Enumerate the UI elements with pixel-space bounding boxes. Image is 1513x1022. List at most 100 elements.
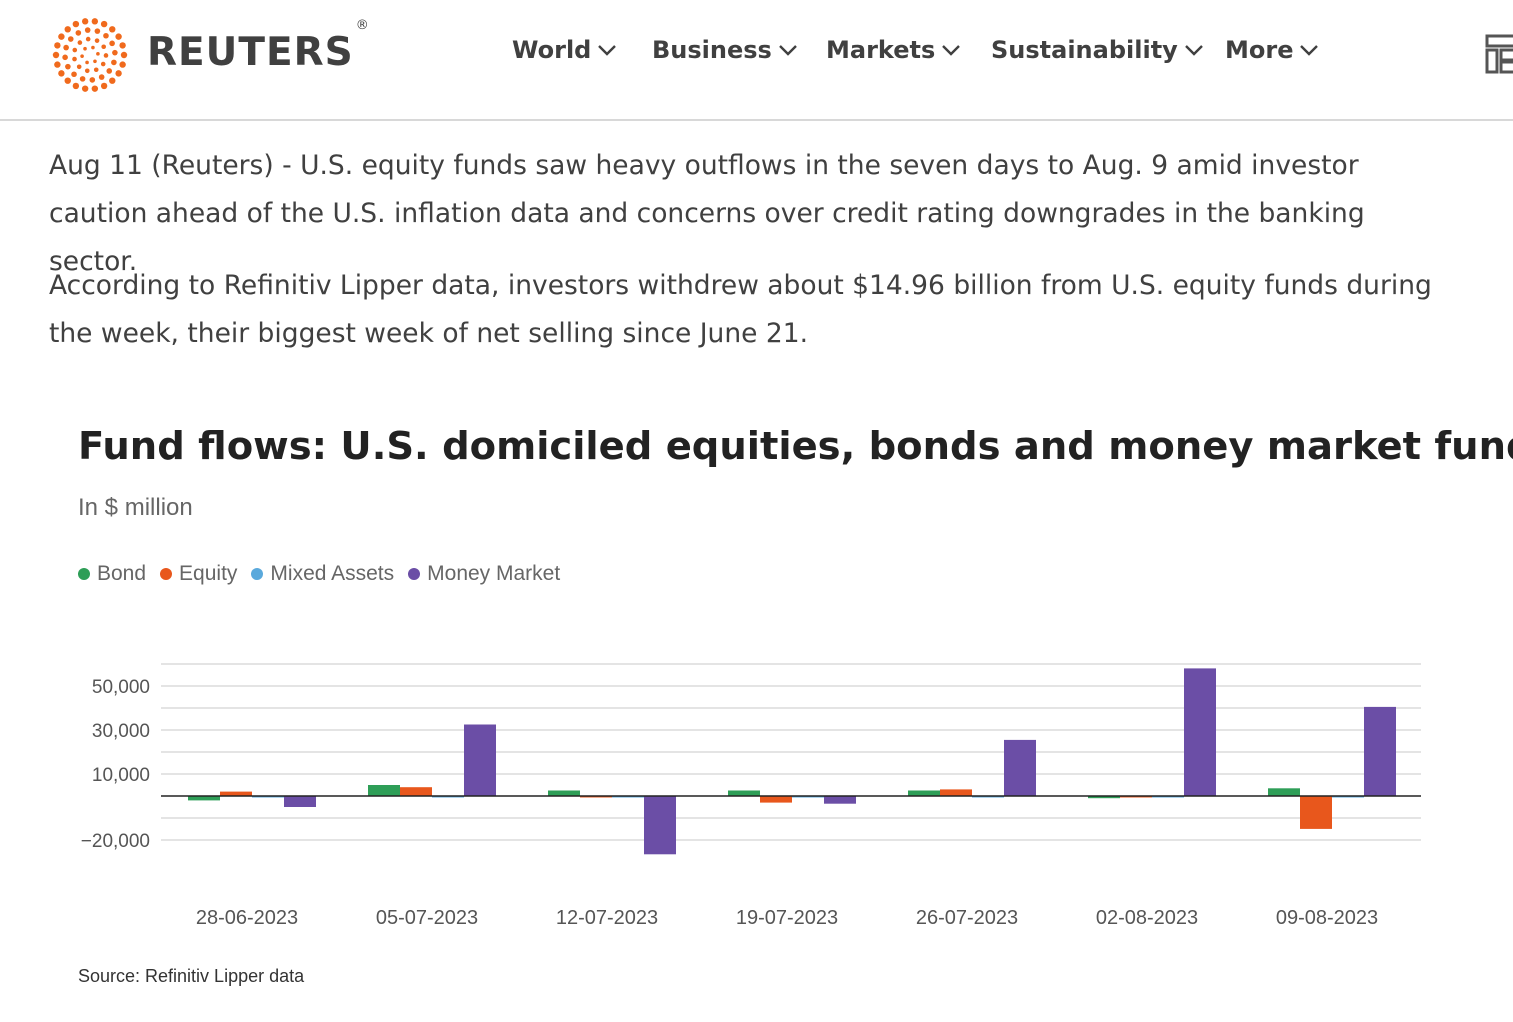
chart-title: Fund flows: U.S. domiciled equities, bon… [78,424,1513,469]
logo-dot [96,52,100,56]
x-tick-label: 02-08-2023 [1096,907,1198,929]
registered-mark: ® [355,18,370,33]
bar-equity [1300,796,1332,829]
bar-money-market [1004,739,1036,796]
logo-dot [62,54,68,61]
logo-dot [72,82,80,90]
logo-dot [91,85,99,92]
nav-markets[interactable]: Markets [826,36,961,64]
y-tick-label: 50,000 [92,677,150,698]
bar-equity [220,791,252,796]
logo-dot [71,71,77,78]
logo-dot [120,51,128,59]
logo-dot [81,18,89,25]
layout-grid-icon[interactable] [1485,34,1513,76]
logo-dot [72,47,78,53]
brand-wordmark[interactable]: REUTERS® [147,18,370,75]
logo-dot [91,18,99,25]
logo-dot [80,54,84,58]
nav-world[interactable]: World [512,36,617,64]
logo-dot [81,85,89,92]
x-tick-label: 12-07-2023 [556,907,658,929]
logo-dot [64,26,71,33]
nav-markets-label: Markets [826,36,936,64]
logo-dot [100,82,108,90]
legend-swatch [408,568,421,580]
legend-item: Mixed Assets [251,562,394,586]
legend-swatch [160,568,173,580]
logo-dot [85,36,91,42]
legend-label: Money Market [427,562,561,585]
logo-dot [84,27,91,33]
article-paragraph-2: According to Refinitiv Lipper data, inve… [49,270,1432,349]
logo-dot [94,38,100,43]
nav-sustainability[interactable]: Sustainability [991,36,1204,64]
nav-world-label: World [512,36,592,64]
chart-source: Source: Refinitiv Lipper data [78,966,305,986]
legend-label: Mixed Assets [270,562,395,585]
y-tick-label: 10,000 [92,765,150,786]
bar-bond [368,785,400,796]
logo-dot [85,60,89,65]
x-tick-label: 19-07-2023 [736,907,838,929]
logo-dot [103,32,109,39]
logo-dot [103,53,109,58]
y-tick-label: −20,000 [81,831,150,852]
logo-dot [119,42,126,49]
x-tick-label: 26-07-2023 [916,907,1018,929]
fund-flows-chart: −20,000 10,000 30,000 50,000 28-06-2023 05-07… [81,663,1421,929]
chevron-down-icon [942,45,961,56]
logo-dot [101,44,107,50]
logo-dot [111,59,117,66]
logo-dot [72,20,80,28]
legend-item: Bond [78,562,146,586]
legend-swatch [78,568,90,580]
chevron-down-icon [598,45,617,56]
legend-label: Bond [97,562,147,585]
reuters-logo-icon[interactable] [49,17,131,93]
logo-dot [83,46,87,51]
article-paragraph-1: Aug 11 (Reuters) - U.S. equity funds saw… [49,150,1365,277]
bar-money-market [1364,706,1396,796]
logo-dot [54,42,61,49]
legend-item: Money Market [408,562,560,586]
logo-dot [64,77,71,84]
nav-business-label: Business [652,36,772,64]
bar-equity [760,796,792,803]
logo-dot [94,28,101,34]
logo-dot [89,77,96,83]
nav-more-label: More [1225,36,1294,64]
bar-equity [940,789,972,796]
nav-sustainability-label: Sustainability [991,36,1178,64]
logo-dot [76,64,82,70]
x-tick-label: 05-07-2023 [376,907,478,929]
logo-dot [112,49,118,56]
chevron-down-icon [778,45,797,56]
bar-bond [188,796,220,801]
logo-dot [109,26,116,33]
brand-name: REUTERS [147,30,354,75]
legend-swatch [251,568,264,580]
bar-bond [908,790,940,796]
bar-money-market [824,796,856,804]
nav-more[interactable]: More [1225,36,1319,64]
site-header: REUTERS® World Business Markets Sustaina… [0,0,1513,121]
chevron-down-icon [1300,45,1319,56]
x-tick-label: 09-08-2023 [1276,907,1378,929]
logo-dot [54,61,61,68]
logo-dot [115,70,122,77]
chart-subtitle: In $ million [78,494,193,521]
chart-legend: Bond Equity Mixed Assets Money Market [78,562,574,586]
logo-dot [58,33,65,40]
bar-bond [1088,796,1120,799]
logo-dot [77,40,83,45]
chevron-down-icon [1184,45,1203,56]
nav-business[interactable]: Business [652,36,798,64]
logo-dot [115,33,122,40]
logo-dot [84,68,90,74]
logo-dot [98,74,105,80]
logo-dot [63,44,69,51]
bar-bond [728,790,760,796]
bar-money-market [464,724,496,796]
logo-dot [100,20,108,28]
